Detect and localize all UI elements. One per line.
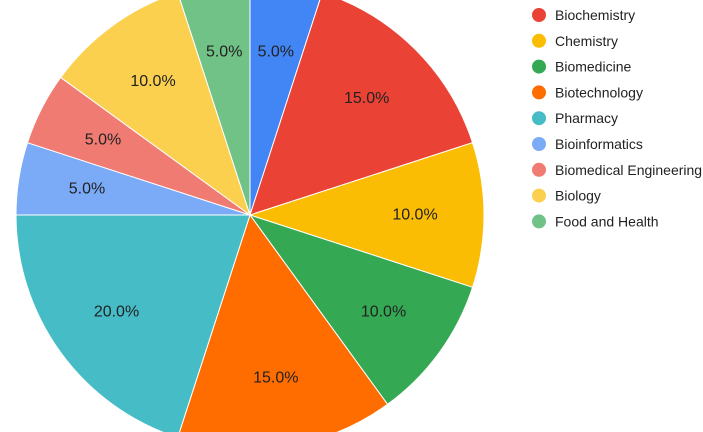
legend-marker <box>532 59 546 74</box>
legend-marker <box>532 188 546 203</box>
legend-label[interactable]: Biotechnology <box>555 84 643 100</box>
pie-slice[interactable] <box>249 0 474 216</box>
pie-slice[interactable] <box>178 213 389 432</box>
legend-marker <box>532 85 546 100</box>
pie-slices <box>15 0 485 432</box>
legend-label[interactable]: Pharmacy <box>555 110 618 126</box>
legend-marker <box>532 33 546 48</box>
slice-percent-label: 15.0% <box>344 90 389 107</box>
legend-marker <box>532 137 546 151</box>
pie-slice[interactable] <box>15 214 251 432</box>
pie-slice-labels: 5.0% 15.0% 10.0% 10.0% 15.0% 20.0% 5.0% 5.0% 10.… <box>69 44 438 387</box>
legend-marker <box>532 8 546 22</box>
slice-percent-label: 20.0% <box>94 304 139 321</box>
pie-slice[interactable] <box>248 214 474 406</box>
slice-percent-label: 10.0% <box>392 207 437 224</box>
pie-slice[interactable] <box>248 142 485 288</box>
slice-percent-label: 5.0% <box>258 44 294 61</box>
chart-legend: Biochemistry Chemistry Biomedicine Biotechn… <box>532 7 702 229</box>
slice-percent-label: 15.0% <box>253 370 298 387</box>
legend-label[interactable]: Biochemistry <box>555 7 635 23</box>
slice-percent-label: 5.0% <box>69 181 105 198</box>
legend-label[interactable]: Chemistry <box>555 33 618 49</box>
legend-marker <box>532 162 546 177</box>
legend-label[interactable]: Bioinformatics <box>555 136 643 152</box>
slice-percent-label: 10.0% <box>361 304 406 321</box>
legend-marker <box>532 111 546 126</box>
legend-label[interactable]: Biomedicine <box>555 59 631 75</box>
legend-marker <box>532 214 546 229</box>
pie-slice[interactable] <box>178 0 251 216</box>
legend-label[interactable]: Food and Health <box>555 213 659 229</box>
slice-percent-label: 5.0% <box>85 132 121 149</box>
slice-percent-label: 10.0% <box>130 73 175 90</box>
legend-label[interactable]: Biology <box>555 188 601 204</box>
legend-label[interactable]: Biomedical Engineering <box>555 162 702 178</box>
slice-percent-label: 5.0% <box>206 44 242 61</box>
pie-slice[interactable] <box>59 0 251 217</box>
